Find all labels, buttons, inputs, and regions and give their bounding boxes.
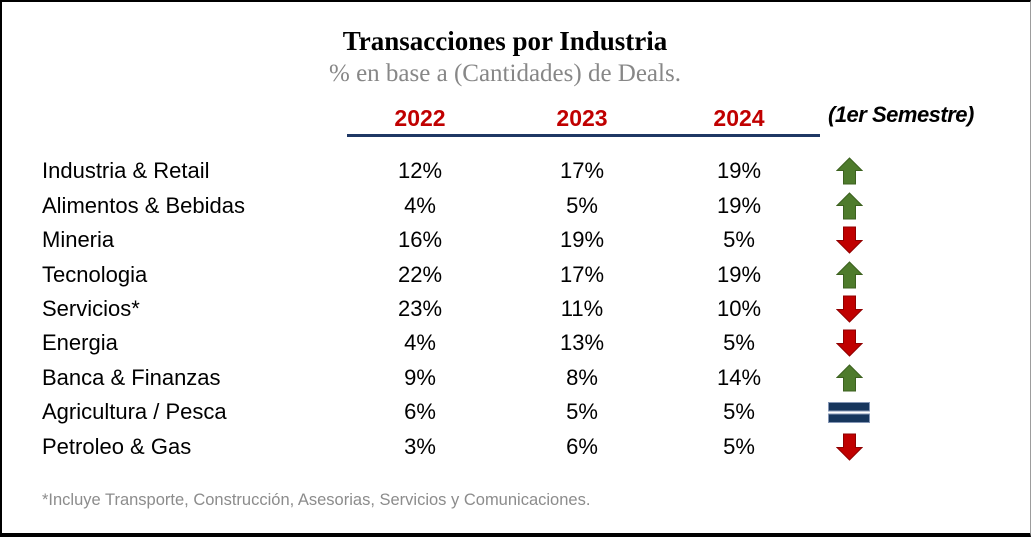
industry-label: Petroleo & Gas xyxy=(42,433,192,459)
year-header: 2023 xyxy=(556,104,608,131)
value-2023: 5% xyxy=(566,192,598,218)
table-row: Agricultura / Pesca 6% 5% 5% xyxy=(2,395,1030,429)
trend-down-icon xyxy=(812,226,886,254)
table-row: Banca & Finanzas 9% 8% 14% xyxy=(2,361,1030,395)
value-2023: 6% xyxy=(566,433,598,459)
table-row: Mineria 16% 19% 5% xyxy=(2,223,1030,257)
value-2024: 5% xyxy=(723,433,755,459)
trend-up-icon xyxy=(812,364,886,392)
trend-up-icon xyxy=(812,260,886,289)
value-2024: 10% xyxy=(716,295,762,321)
industry-label: Alimentos & Bebidas xyxy=(42,192,245,218)
value-2023: 17% xyxy=(559,261,605,287)
industry-label: Servicios* xyxy=(42,295,140,321)
industry-label: Banca & Finanzas xyxy=(42,364,221,390)
trend-down-icon xyxy=(812,329,886,358)
value-2023: 8% xyxy=(566,364,598,390)
table-row: Alimentos & Bebidas 4% 5% 19% xyxy=(2,188,1030,222)
year-header: 2024 xyxy=(713,104,765,131)
value-2023: 5% xyxy=(566,399,598,425)
value-2024: 19% xyxy=(716,261,762,287)
page-subtitle: % en base a (Cantidades) de Deals. xyxy=(329,60,681,87)
industry-table-body: Industria & Retail 12% 17% 19% Alimentos & B… xyxy=(2,154,1030,464)
trend-down-icon xyxy=(812,295,886,323)
table-row: Tecnologia 22% 17% 19% xyxy=(2,257,1030,291)
value-2024: 5% xyxy=(723,399,755,425)
value-2023: 13% xyxy=(559,330,605,356)
trend-equal-icon xyxy=(812,401,886,423)
year-header: 2022 xyxy=(394,104,446,131)
industry-label: Tecnologia xyxy=(42,261,148,287)
industry-label: Mineria xyxy=(42,227,115,253)
value-2023: 17% xyxy=(559,158,605,184)
value-2024: 19% xyxy=(716,158,762,184)
industry-label: Energia xyxy=(42,330,118,356)
value-2024: 5% xyxy=(723,330,755,356)
table-row: Servicios* 23% 11% 10% xyxy=(2,292,1030,326)
industry-label: Industria & Retail xyxy=(42,158,210,184)
trend-up-icon xyxy=(812,191,886,220)
value-2022: 6% xyxy=(404,399,436,425)
value-2022: 22% xyxy=(397,261,443,287)
value-2022: 4% xyxy=(404,330,436,356)
value-2022: 12% xyxy=(397,158,443,184)
value-2022: 3% xyxy=(404,433,436,459)
value-2023: 19% xyxy=(559,227,605,253)
value-2022: 4% xyxy=(404,192,436,218)
value-2024: 19% xyxy=(716,192,762,218)
table-row: Industria & Retail 12% 17% 19% xyxy=(2,154,1030,188)
value-2023: 11% xyxy=(560,295,604,321)
table-row: Petroleo & Gas 3% 6% 5% xyxy=(2,430,1030,464)
value-2022: 16% xyxy=(397,227,443,253)
trend-up-icon xyxy=(812,157,886,185)
semester-note: (1er Semestre) xyxy=(828,102,974,127)
industry-label: Agricultura / Pesca xyxy=(42,399,227,425)
value-2022: 23% xyxy=(397,295,443,321)
page-title: Transacciones por Industria xyxy=(342,26,668,56)
footnote: *Incluye Transporte, Construcción, Aseso… xyxy=(42,491,591,509)
value-2022: 9% xyxy=(404,364,436,390)
value-2024: 5% xyxy=(723,227,755,253)
table-header-row: 2022 2023 2024 xyxy=(2,103,1030,133)
table-row: Energia 4% 13% 5% xyxy=(2,326,1030,360)
value-2024: 14% xyxy=(716,364,762,390)
trend-down-icon xyxy=(812,433,886,461)
header-underline xyxy=(347,134,820,137)
